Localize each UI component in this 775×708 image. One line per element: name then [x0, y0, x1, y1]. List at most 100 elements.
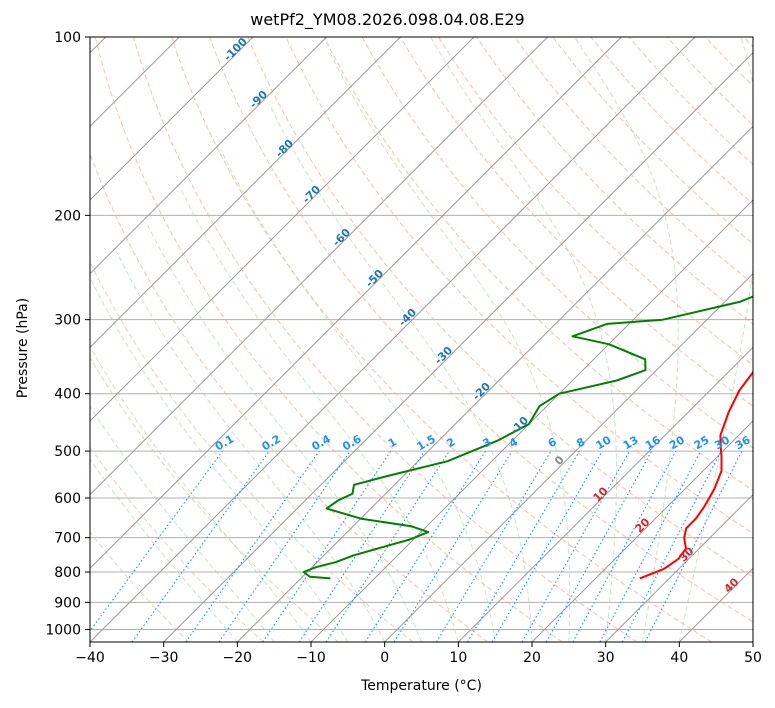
dry-adiabat — [399, 37, 753, 407]
dry-adiabat — [171, 37, 713, 642]
x-tick-label: −40 — [75, 650, 105, 666]
isotherms — [90, 37, 753, 642]
y-tick-label: 600 — [54, 491, 81, 507]
mixing-ratio-label: 0.2 — [260, 432, 283, 453]
y-tick-label: 900 — [54, 595, 81, 611]
mixing-ratio-line — [435, 450, 552, 642]
mixing-ratio-label: 30 — [712, 433, 732, 452]
x-tick-label: 10 — [449, 650, 467, 666]
isotherm-label: 0 — [552, 453, 567, 468]
mixing-ratio-label: 16 — [643, 433, 663, 452]
dry-adiabat — [247, 37, 753, 578]
moist-adiabat — [328, 49, 571, 642]
isotherm-line — [236, 125, 753, 642]
mixing-ratio-line — [521, 450, 630, 642]
dry-adiabats — [90, 37, 753, 642]
isotherm-label: -90 — [247, 88, 270, 111]
y-tick-label: 100 — [54, 30, 81, 46]
isotherm-line — [310, 199, 753, 642]
dry-adiabat — [285, 37, 753, 535]
isotherm-label: 20 — [633, 515, 653, 535]
isotherm-line — [384, 272, 753, 642]
mixing-ratio-label: 20 — [667, 433, 687, 452]
grid-layer — [90, 36, 753, 630]
isotherm-line — [605, 493, 753, 642]
y-tick-label: 700 — [54, 531, 81, 547]
mixing-ratio-lines — [90, 450, 743, 642]
dry-adiabat — [323, 37, 753, 491]
isotherm-line — [163, 51, 753, 642]
mixing-ratio-line — [218, 450, 351, 642]
isotherm-line — [90, 37, 254, 201]
isotherm-label: 30 — [677, 544, 697, 564]
background-lines — [90, 37, 753, 642]
mixing-ratio-line — [545, 450, 653, 642]
y-tick-label: 1000 — [45, 622, 81, 638]
moist-adiabat — [145, 221, 422, 642]
dry-adiabat — [361, 37, 753, 449]
mixing-ratio-label: 0.4 — [310, 432, 334, 453]
x-axis-label: Temperature (°C) — [361, 678, 482, 694]
x-tick-label: −10 — [296, 650, 326, 666]
x-tick-label: −30 — [149, 650, 179, 666]
moist-adiabats — [90, 37, 753, 642]
isotherm-line — [457, 346, 753, 642]
mixing-ratio-label: 10 — [594, 433, 614, 452]
mixing-ratio-label: 0.6 — [340, 432, 364, 453]
mixing-ratio-line — [298, 450, 425, 642]
dry-adiabat — [743, 37, 753, 48]
plot-frame — [89, 36, 754, 643]
isotherm-line — [531, 420, 753, 642]
mixing-ratio-label: 8 — [574, 435, 587, 450]
x-tick-label: 20 — [523, 650, 541, 666]
mixing-ratio-label: 1 — [386, 435, 399, 450]
x-tick-label: 30 — [597, 650, 615, 666]
mixing-ratio-label: 0.1 — [213, 432, 236, 453]
mixing-ratio-line — [325, 450, 450, 642]
mixing-ratio-line — [572, 450, 677, 642]
mixing-ratio-line — [491, 450, 603, 642]
isotherm-line — [90, 37, 549, 496]
moist-adiabat — [90, 458, 238, 642]
mixing-ratio-line — [90, 450, 223, 632]
dry-adiabat — [132, 37, 638, 642]
moist-adiabat — [115, 251, 386, 642]
mixing-ratio-label: 36 — [733, 433, 753, 452]
dry-adiabat — [90, 531, 190, 642]
moist-adiabat — [90, 345, 312, 642]
x-tick-label: 40 — [670, 650, 688, 666]
moist-adiabat — [90, 405, 275, 642]
mixing-ratio-line — [621, 450, 722, 642]
mixing-ratio-line — [185, 450, 320, 642]
isotherm-label: -50 — [363, 267, 386, 290]
mixing-ratio-label: 13 — [621, 433, 641, 452]
dry-adiabat — [94, 37, 563, 642]
moist-adiabat — [678, 37, 753, 642]
isotherm-label: 40 — [722, 575, 742, 595]
dry-adiabat — [90, 356, 339, 642]
mixing-ratio-line — [393, 450, 513, 642]
y-tick-label: 500 — [54, 444, 81, 460]
moist-adiabat — [179, 188, 459, 642]
isotherm-label: -20 — [470, 380, 493, 403]
moist-adiabat — [574, 37, 679, 642]
sounding-series — [302, 295, 753, 580]
y-tick-label: 300 — [54, 313, 81, 329]
chart-title: wetPf2_YM08.2026.098.04.08.E29 — [250, 10, 525, 29]
isotherm-label: -70 — [300, 183, 323, 206]
isotherm-line — [90, 37, 696, 642]
moist-adiabat — [268, 104, 533, 642]
dry-adiabat — [90, 446, 264, 642]
mixing-ratio-label: 6 — [546, 435, 559, 450]
mixing-ratio-line — [364, 450, 486, 642]
dry-adiabat — [438, 37, 753, 366]
dry-adiabat — [704, 37, 753, 87]
isotherm-label: -60 — [330, 226, 353, 249]
dry-adiabat — [514, 37, 753, 285]
y-tick-label: 800 — [54, 565, 81, 581]
x-tick-label: 0 — [380, 650, 389, 666]
moist-adiabat — [430, 37, 618, 642]
isotherm-label: -100 — [221, 35, 250, 64]
x-tick-label: 50 — [744, 650, 762, 666]
